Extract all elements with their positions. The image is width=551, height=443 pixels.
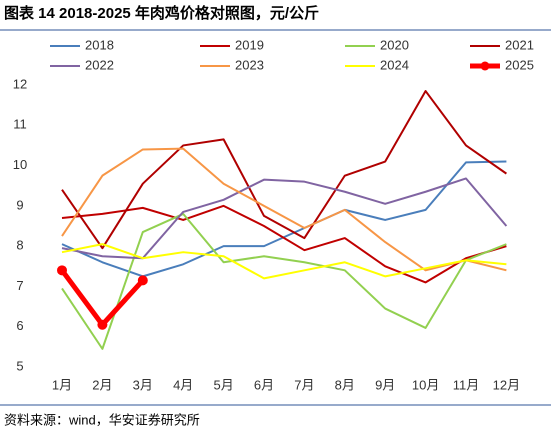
legend-label: 2018 [85, 37, 114, 52]
x-tick-label: 6月 [254, 377, 274, 392]
y-tick-label: 9 [16, 197, 23, 212]
point [57, 265, 67, 276]
legend-label: 2023 [235, 57, 264, 72]
x-tick-label: 9月 [375, 377, 395, 392]
series-line [61, 212, 507, 350]
series-line [61, 147, 507, 272]
legend-label: 2022 [85, 57, 114, 72]
series-line [61, 243, 507, 280]
x-tick-label: 7月 [294, 377, 314, 392]
series-line [61, 204, 507, 284]
x-tick-label: 3月 [133, 377, 153, 392]
x-tick-label: 5月 [213, 377, 233, 392]
legend-label: 2025 [505, 57, 534, 72]
legend-marker [480, 61, 490, 71]
series-line [61, 177, 508, 260]
legend-label: 2021 [505, 37, 534, 52]
x-tick-label: 11月 [453, 377, 480, 392]
y-tick-label: 6 [16, 318, 23, 333]
x-tick-label: 4月 [173, 377, 193, 392]
x-tick-label: 12月 [493, 377, 520, 392]
legend-label: 2019 [235, 37, 264, 52]
y-tick-label: 8 [16, 238, 23, 253]
y-tick-label: 11 [13, 117, 27, 132]
y-tick-label: 7 [16, 278, 23, 293]
legend-label: 2020 [380, 37, 409, 52]
legend-label: 2024 [380, 57, 409, 72]
y-tick-label: 12 [13, 76, 27, 91]
chart-title: 图表 14 2018-2025 年肉鸡价格对照图，元/公斤 [4, 4, 319, 22]
point [137, 275, 148, 286]
x-tick-label: 2月 [92, 377, 112, 392]
x-tick-label: 1月 [52, 377, 72, 392]
x-tick-label: 10月 [412, 377, 439, 392]
y-tick-label: 10 [13, 157, 27, 172]
y-tick-label: 5 [16, 358, 23, 373]
series-line [61, 90, 507, 250]
source: 资料来源：wind，华安证券研究所 [4, 412, 200, 427]
series-line [59, 268, 145, 328]
point [97, 319, 108, 330]
x-tick-label: 8月 [335, 377, 355, 392]
